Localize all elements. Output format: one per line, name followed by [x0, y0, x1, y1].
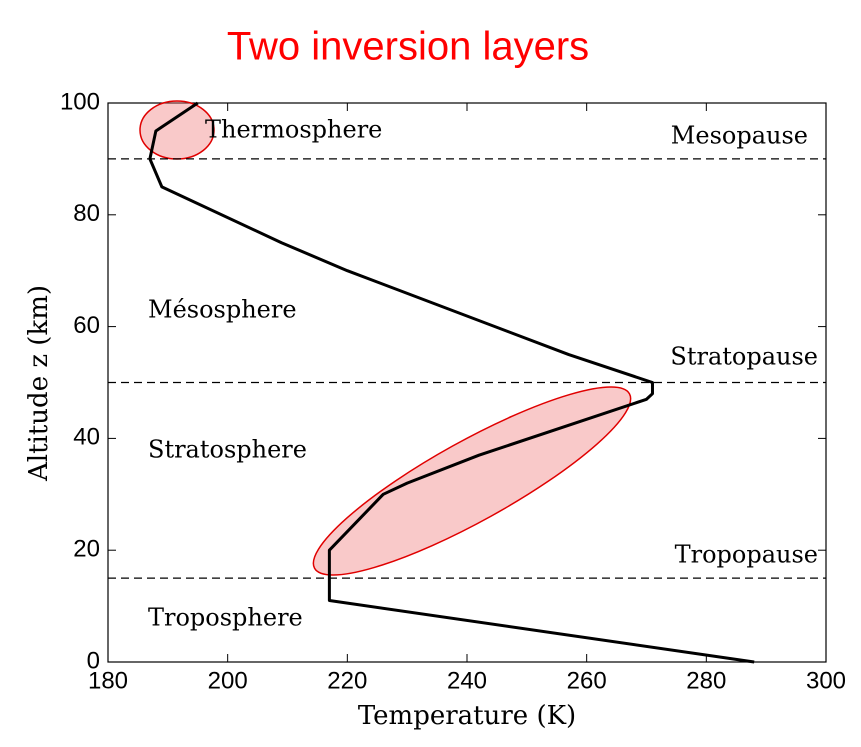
annotation: Stratosphere — [148, 436, 307, 464]
y-tick-label: 0 — [87, 647, 100, 674]
annotation: Mesopause — [671, 122, 808, 150]
highlight — [312, 386, 632, 576]
annotation: Troposphere — [148, 604, 303, 632]
x-tick-label: 280 — [686, 667, 726, 694]
x-tick-label: 240 — [447, 667, 487, 694]
x-tick-label: 300 — [806, 667, 846, 694]
y-tick-label: 100 — [60, 88, 100, 115]
chart-title: Two inversion layers — [227, 25, 589, 69]
annotation: Tropopause — [675, 541, 818, 569]
annotation: Mésosphere — [148, 296, 297, 324]
annotation: Stratopause — [670, 343, 818, 371]
x-tick-label: 220 — [327, 667, 367, 694]
y-tick-label: 40 — [73, 424, 100, 451]
series-line — [148, 101, 755, 664]
y-axis-label: Altitude z (km) — [24, 285, 54, 482]
x-tick-label: 260 — [567, 667, 607, 694]
x-tick-label: 200 — [208, 667, 248, 694]
y-tick-label: 60 — [73, 312, 100, 339]
annotation: Thermosphere — [205, 116, 382, 144]
x-axis-label: Temperature (K) — [358, 701, 576, 731]
x-tick-label: 180 — [88, 667, 128, 694]
y-tick-label: 20 — [73, 536, 100, 563]
y-tick-label: 80 — [73, 200, 100, 227]
